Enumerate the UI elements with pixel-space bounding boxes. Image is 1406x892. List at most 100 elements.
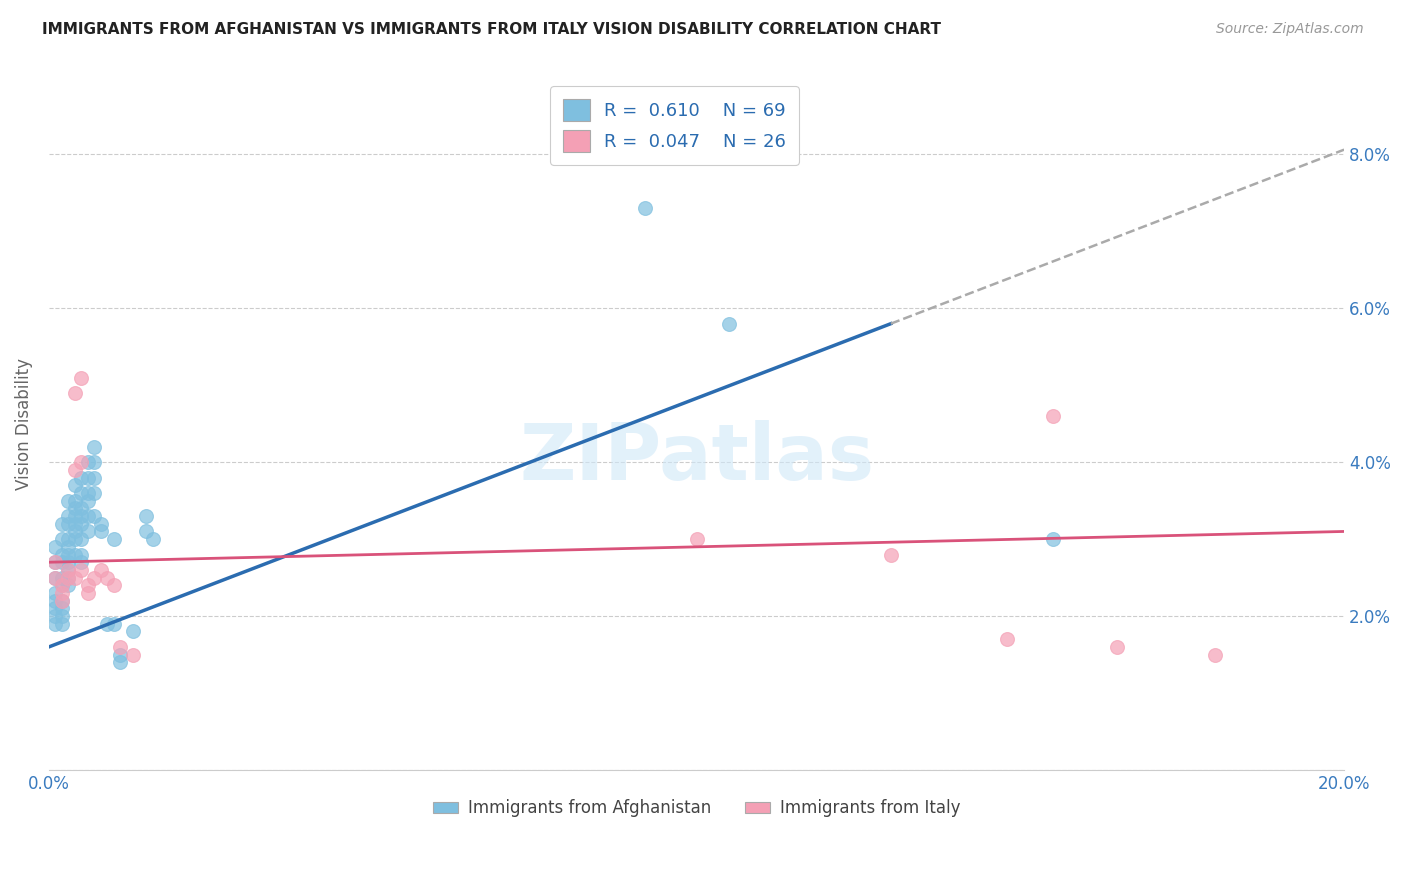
Point bbox=[995, 632, 1018, 647]
Point bbox=[51, 609, 73, 624]
Point bbox=[51, 593, 73, 607]
Point bbox=[58, 516, 80, 531]
Point bbox=[70, 486, 93, 500]
Point bbox=[58, 563, 80, 577]
Point bbox=[51, 578, 73, 592]
Text: Source: ZipAtlas.com: Source: ZipAtlas.com bbox=[1216, 22, 1364, 37]
Point bbox=[58, 571, 80, 585]
Point bbox=[44, 555, 66, 569]
Point bbox=[96, 571, 118, 585]
Point bbox=[51, 593, 73, 607]
Point bbox=[83, 571, 105, 585]
Point bbox=[58, 532, 80, 546]
Point bbox=[103, 578, 125, 592]
Point bbox=[44, 609, 66, 624]
Point bbox=[44, 601, 66, 615]
Point bbox=[70, 509, 93, 524]
Point bbox=[70, 501, 93, 516]
Point bbox=[63, 509, 86, 524]
Point bbox=[717, 317, 740, 331]
Point bbox=[142, 532, 165, 546]
Point bbox=[76, 509, 98, 524]
Point bbox=[76, 486, 98, 500]
Point bbox=[880, 548, 903, 562]
Point bbox=[58, 563, 80, 577]
Point bbox=[63, 478, 86, 492]
Point bbox=[1042, 532, 1064, 546]
Point bbox=[1107, 640, 1129, 654]
Point bbox=[44, 593, 66, 607]
Point bbox=[70, 548, 93, 562]
Point bbox=[51, 616, 73, 631]
Point bbox=[63, 516, 86, 531]
Point bbox=[44, 586, 66, 600]
Point bbox=[103, 532, 125, 546]
Point bbox=[96, 616, 118, 631]
Point bbox=[90, 516, 112, 531]
Point bbox=[44, 571, 66, 585]
Point bbox=[83, 509, 105, 524]
Point bbox=[83, 455, 105, 469]
Point bbox=[1042, 409, 1064, 423]
Point bbox=[44, 555, 66, 569]
Point bbox=[51, 555, 73, 569]
Point bbox=[58, 540, 80, 554]
Point bbox=[58, 493, 80, 508]
Point bbox=[70, 516, 93, 531]
Point bbox=[634, 201, 657, 215]
Text: IMMIGRANTS FROM AFGHANISTAN VS IMMIGRANTS FROM ITALY VISION DISABILITY CORRELATI: IMMIGRANTS FROM AFGHANISTAN VS IMMIGRANT… bbox=[42, 22, 941, 37]
Point bbox=[70, 563, 93, 577]
Point bbox=[58, 555, 80, 569]
Point bbox=[58, 571, 80, 585]
Point bbox=[83, 470, 105, 484]
Point bbox=[76, 470, 98, 484]
Point bbox=[58, 578, 80, 592]
Point bbox=[108, 648, 131, 662]
Point bbox=[122, 648, 145, 662]
Legend: Immigrants from Afghanistan, Immigrants from Italy: Immigrants from Afghanistan, Immigrants … bbox=[426, 793, 967, 824]
Point bbox=[70, 532, 93, 546]
Point bbox=[83, 440, 105, 454]
Point bbox=[76, 455, 98, 469]
Y-axis label: Vision Disability: Vision Disability bbox=[15, 358, 32, 490]
Point bbox=[58, 509, 80, 524]
Point bbox=[70, 470, 93, 484]
Point bbox=[122, 624, 145, 639]
Point bbox=[83, 486, 105, 500]
Point bbox=[90, 524, 112, 539]
Point bbox=[70, 370, 93, 384]
Point bbox=[51, 548, 73, 562]
Point bbox=[51, 601, 73, 615]
Point bbox=[51, 578, 73, 592]
Point bbox=[76, 524, 98, 539]
Point bbox=[44, 571, 66, 585]
Point bbox=[44, 616, 66, 631]
Text: ZIPatlas: ZIPatlas bbox=[519, 420, 875, 496]
Point bbox=[63, 501, 86, 516]
Point bbox=[63, 571, 86, 585]
Point bbox=[76, 493, 98, 508]
Point bbox=[63, 463, 86, 477]
Point bbox=[685, 532, 707, 546]
Point bbox=[51, 586, 73, 600]
Point bbox=[103, 616, 125, 631]
Point bbox=[108, 640, 131, 654]
Point bbox=[76, 586, 98, 600]
Point bbox=[135, 524, 157, 539]
Point bbox=[63, 493, 86, 508]
Point bbox=[1204, 648, 1226, 662]
Point bbox=[58, 548, 80, 562]
Point bbox=[70, 555, 93, 569]
Point bbox=[51, 516, 73, 531]
Point bbox=[135, 509, 157, 524]
Point bbox=[63, 524, 86, 539]
Point bbox=[44, 540, 66, 554]
Point bbox=[90, 563, 112, 577]
Point bbox=[63, 386, 86, 401]
Point bbox=[108, 655, 131, 669]
Point bbox=[63, 548, 86, 562]
Point bbox=[76, 578, 98, 592]
Point bbox=[51, 532, 73, 546]
Point bbox=[51, 571, 73, 585]
Point bbox=[63, 532, 86, 546]
